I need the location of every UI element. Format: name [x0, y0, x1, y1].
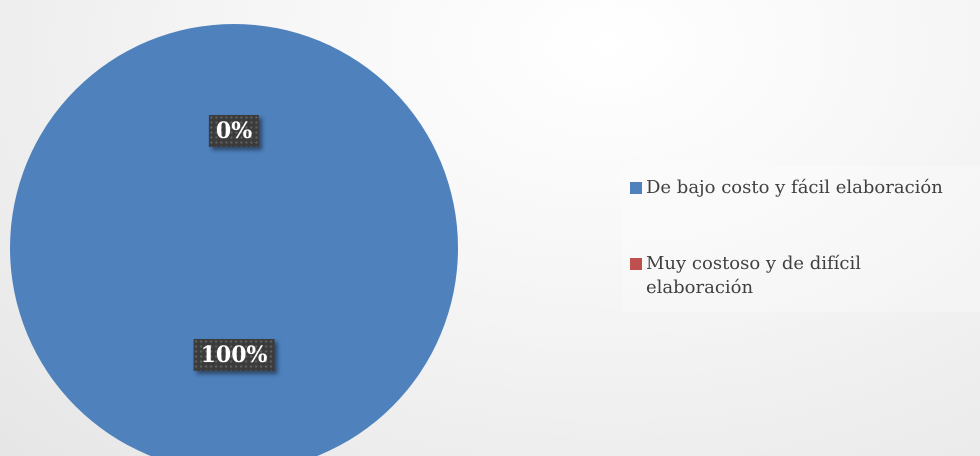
legend-label-bajo-costo: De bajo costo y fácil elaboración — [646, 177, 943, 198]
legend-label-muy-costoso: Muy costoso y de difícil elaboración — [646, 253, 862, 298]
legend-item-muy-costoso: Muy costoso y de difícil elaboración — [630, 252, 966, 300]
legend-swatch-muy-costoso — [630, 258, 642, 270]
legend-item-bajo-costo: De bajo costo y fácil elaboración — [630, 176, 966, 200]
legend-swatch-bajo-costo — [630, 182, 642, 194]
data-label-de-bajo-costo-y-facil-elaboracion: 100% — [193, 339, 275, 371]
pie-slice-de-bajo-costo-y-facil-elaboracion — [10, 24, 458, 456]
data-label-muy-costoso-y-de-dificil-elaboracion: 0% — [208, 115, 260, 147]
chart-legend: De bajo costo y fácil elaboración Muy co… — [622, 166, 980, 312]
